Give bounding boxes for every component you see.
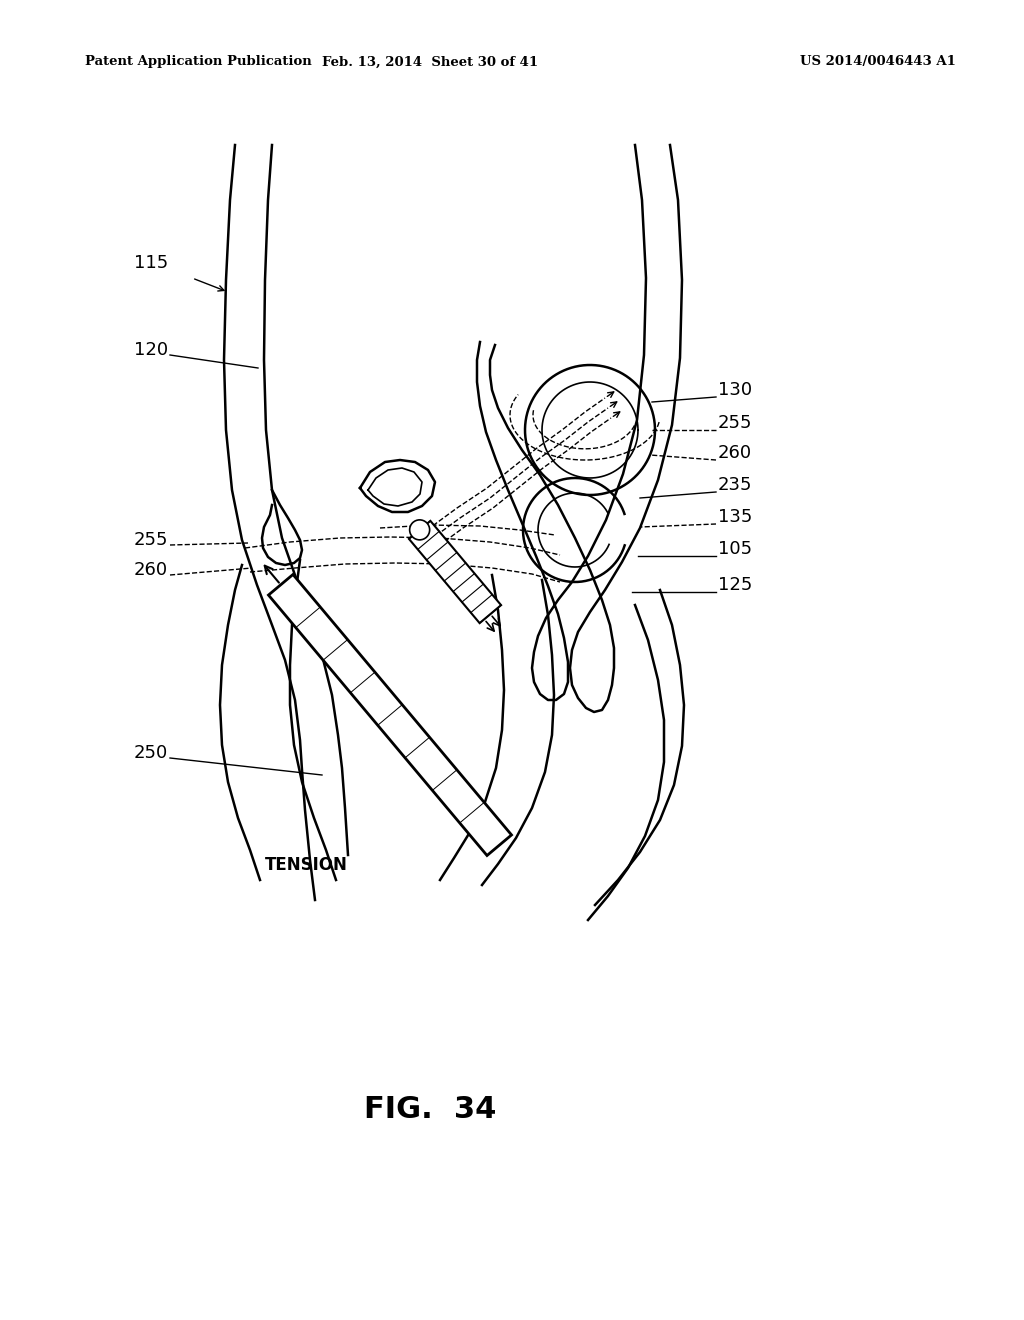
Text: TENSION: TENSION — [265, 855, 348, 874]
Text: 260: 260 — [134, 561, 168, 579]
Text: 135: 135 — [718, 508, 753, 525]
Text: Feb. 13, 2014  Sheet 30 of 41: Feb. 13, 2014 Sheet 30 of 41 — [322, 55, 538, 69]
Text: 255: 255 — [133, 531, 168, 549]
Polygon shape — [409, 521, 501, 623]
Circle shape — [410, 520, 430, 540]
Text: 235: 235 — [718, 477, 753, 494]
Text: 250: 250 — [134, 744, 168, 762]
Text: 130: 130 — [718, 381, 752, 399]
Text: 120: 120 — [134, 341, 168, 359]
Text: 255: 255 — [718, 414, 753, 432]
Text: Patent Application Publication: Patent Application Publication — [85, 55, 311, 69]
Text: 260: 260 — [718, 444, 752, 462]
Text: US 2014/0046443 A1: US 2014/0046443 A1 — [800, 55, 955, 69]
Polygon shape — [268, 574, 512, 855]
Text: 115: 115 — [134, 253, 168, 272]
Text: FIG.  34: FIG. 34 — [364, 1096, 497, 1125]
Text: 105: 105 — [718, 540, 752, 558]
Text: 125: 125 — [718, 576, 753, 594]
